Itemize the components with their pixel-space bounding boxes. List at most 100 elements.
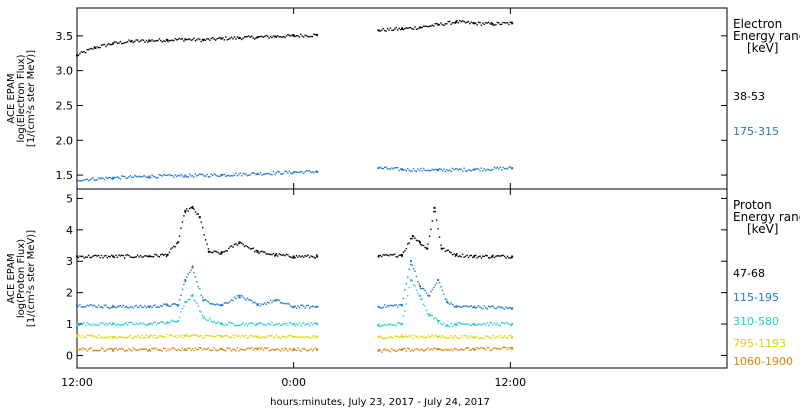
data-point bbox=[210, 303, 213, 305]
data-point bbox=[141, 39, 143, 41]
data-point bbox=[282, 36, 285, 38]
series-47-68 bbox=[76, 205, 514, 259]
data-point bbox=[84, 336, 87, 339]
data-point bbox=[82, 323, 84, 326]
data-point bbox=[102, 257, 104, 259]
data-point bbox=[401, 255, 403, 258]
data-point bbox=[503, 167, 506, 170]
data-point bbox=[420, 348, 422, 351]
data-point bbox=[212, 174, 214, 177]
data-point bbox=[222, 37, 224, 39]
data-point bbox=[239, 324, 241, 326]
data-point bbox=[271, 348, 273, 351]
data-point bbox=[77, 180, 80, 182]
data-point bbox=[252, 336, 254, 338]
data-point bbox=[500, 322, 503, 324]
data-point bbox=[483, 305, 486, 307]
data-point bbox=[421, 298, 423, 301]
data-point bbox=[435, 168, 438, 171]
data-point bbox=[112, 176, 115, 179]
data-point bbox=[168, 251, 171, 254]
data-point bbox=[284, 36, 286, 39]
data-point bbox=[223, 334, 226, 337]
data-point bbox=[252, 37, 254, 39]
data-point bbox=[112, 337, 114, 339]
data-point bbox=[119, 178, 122, 180]
data-point bbox=[402, 315, 405, 317]
data-point bbox=[109, 43, 111, 46]
data-point bbox=[242, 172, 244, 175]
data-point bbox=[252, 247, 254, 249]
data-point bbox=[271, 173, 273, 176]
data-point bbox=[93, 349, 96, 352]
data-point bbox=[148, 336, 150, 338]
data-point bbox=[240, 175, 243, 177]
data-point bbox=[161, 175, 163, 177]
data-point bbox=[173, 245, 175, 248]
data-point bbox=[394, 28, 396, 30]
data-point bbox=[304, 336, 306, 338]
data-point bbox=[476, 324, 478, 326]
y-axis-label-line: ACE EPAM bbox=[6, 253, 17, 303]
data-point bbox=[464, 170, 467, 172]
data-point bbox=[80, 306, 83, 308]
data-point bbox=[500, 336, 503, 339]
data-point bbox=[287, 324, 289, 327]
data-point bbox=[489, 306, 491, 308]
data-point bbox=[310, 255, 312, 257]
data-point bbox=[168, 349, 171, 352]
data-point bbox=[467, 169, 470, 171]
data-point bbox=[235, 297, 237, 300]
data-point bbox=[461, 20, 464, 22]
data-point bbox=[392, 349, 395, 351]
data-point bbox=[251, 322, 253, 324]
data-point bbox=[493, 307, 496, 309]
data-point bbox=[174, 303, 176, 305]
data-point bbox=[138, 336, 140, 338]
data-point bbox=[474, 168, 477, 170]
data-point bbox=[414, 270, 416, 272]
data-point bbox=[232, 323, 234, 325]
data-point bbox=[502, 307, 504, 309]
data-point bbox=[106, 257, 109, 259]
data-point bbox=[399, 322, 402, 325]
data-point bbox=[287, 254, 289, 256]
data-point bbox=[239, 296, 241, 299]
data-point bbox=[500, 347, 503, 350]
data-point bbox=[295, 323, 298, 325]
data-point bbox=[431, 24, 434, 27]
data-point bbox=[202, 39, 205, 42]
data-point bbox=[395, 256, 397, 258]
data-point bbox=[431, 334, 434, 336]
data-point bbox=[386, 254, 389, 256]
data-point bbox=[304, 348, 306, 350]
data-point bbox=[490, 22, 493, 24]
data-point bbox=[470, 324, 473, 326]
data-point bbox=[175, 39, 178, 41]
data-point bbox=[428, 313, 431, 316]
data-point bbox=[476, 24, 478, 26]
data-point bbox=[175, 175, 178, 178]
data-point bbox=[412, 284, 415, 286]
data-point bbox=[82, 255, 84, 258]
data-point bbox=[411, 28, 413, 30]
data-point bbox=[506, 168, 509, 170]
data-point bbox=[444, 325, 447, 327]
data-point bbox=[297, 347, 299, 349]
data-point bbox=[240, 335, 243, 337]
data-point bbox=[93, 254, 96, 257]
data-point bbox=[460, 322, 462, 325]
data-point bbox=[116, 337, 119, 340]
data-point bbox=[125, 41, 127, 44]
legend-entry-1060-1900: 1060-1900 bbox=[733, 355, 793, 368]
data-point bbox=[508, 307, 510, 309]
data-point bbox=[145, 307, 148, 309]
data-point bbox=[118, 42, 120, 44]
data-point bbox=[259, 171, 262, 174]
data-point bbox=[457, 350, 460, 352]
data-point bbox=[401, 348, 403, 351]
data-point bbox=[415, 170, 418, 173]
data-point bbox=[264, 173, 266, 175]
data-point bbox=[261, 347, 263, 349]
data-point bbox=[467, 256, 470, 259]
